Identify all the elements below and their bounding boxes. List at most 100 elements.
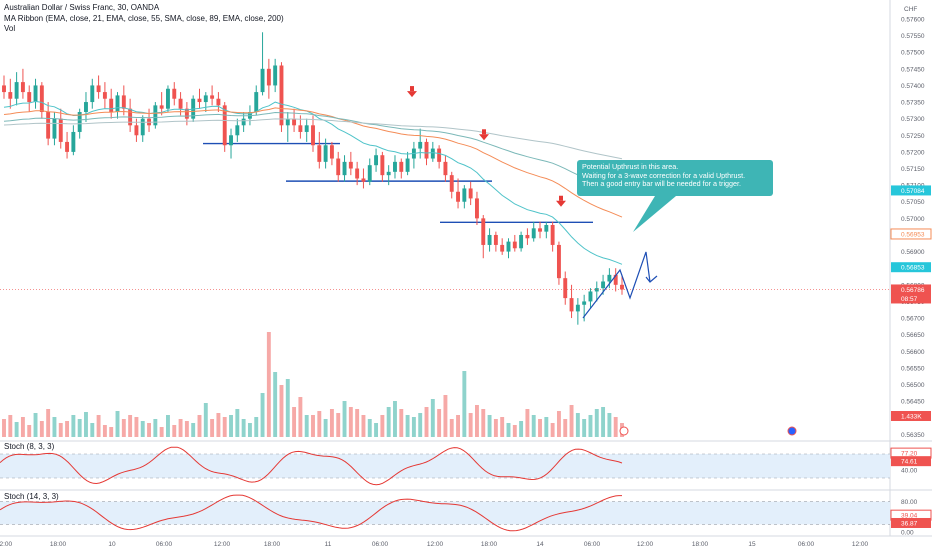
candle-body[interactable] xyxy=(342,161,347,176)
candle-body[interactable] xyxy=(235,125,240,136)
candle-body[interactable] xyxy=(594,288,599,292)
candle-body[interactable] xyxy=(109,98,114,113)
candle-body[interactable] xyxy=(27,92,32,103)
candle-body[interactable] xyxy=(430,148,435,159)
candle-body[interactable] xyxy=(367,165,372,182)
candle-body[interactable] xyxy=(374,155,379,166)
candle-body[interactable] xyxy=(361,178,366,182)
candle-body[interactable] xyxy=(613,274,618,285)
candle-body[interactable] xyxy=(33,85,38,103)
candle-body[interactable] xyxy=(512,241,517,249)
candle-body[interactable] xyxy=(588,291,593,302)
upthrust-annotation[interactable]: Potential Upthrust in this area. Waiting… xyxy=(577,160,773,196)
candle-body[interactable] xyxy=(323,145,328,162)
candle-body[interactable] xyxy=(519,234,524,249)
candle-body[interactable] xyxy=(203,95,208,103)
candle-body[interactable] xyxy=(531,228,536,239)
candle-body[interactable] xyxy=(102,92,107,99)
candle-body[interactable] xyxy=(556,244,561,279)
candle-body[interactable] xyxy=(71,131,76,152)
candle-body[interactable] xyxy=(260,68,265,93)
candle-body[interactable] xyxy=(65,141,70,152)
candle-body[interactable] xyxy=(348,161,353,169)
event-icon[interactable] xyxy=(787,426,797,436)
candle-body[interactable] xyxy=(601,281,606,289)
candle-body[interactable] xyxy=(298,125,303,132)
down-arrow-icon[interactable] xyxy=(407,91,417,98)
candle-body[interactable] xyxy=(77,112,82,132)
candle-body[interactable] xyxy=(569,298,574,312)
flash-icon[interactable] xyxy=(619,426,629,436)
candle-body[interactable] xyxy=(544,225,549,232)
candle-body[interactable] xyxy=(506,241,511,252)
candle-body[interactable] xyxy=(582,301,587,305)
candle-body[interactable] xyxy=(563,278,568,299)
candle-body[interactable] xyxy=(468,188,473,199)
candle-body[interactable] xyxy=(456,191,460,202)
candle-body[interactable] xyxy=(525,234,530,239)
down-arrow-icon[interactable] xyxy=(559,195,563,201)
candle-body[interactable] xyxy=(481,218,486,245)
down-arrow-icon[interactable] xyxy=(482,129,486,135)
candle-body[interactable] xyxy=(172,88,177,99)
candle-body[interactable] xyxy=(336,158,341,176)
candle-body[interactable] xyxy=(380,155,385,176)
candle-body[interactable] xyxy=(121,95,126,109)
candle-body[interactable] xyxy=(229,135,233,146)
candle-body[interactable] xyxy=(405,158,410,172)
candle-body[interactable] xyxy=(285,118,290,126)
candle-body[interactable] xyxy=(437,148,442,162)
candle-body[interactable] xyxy=(317,145,322,162)
candle-body[interactable] xyxy=(449,175,454,192)
down-arrow-icon[interactable] xyxy=(479,134,489,141)
candle-body[interactable] xyxy=(493,234,498,245)
candle-body[interactable] xyxy=(304,125,309,132)
candle-body[interactable] xyxy=(90,85,95,103)
projection-path[interactable] xyxy=(582,251,651,319)
candle-body[interactable] xyxy=(279,65,284,126)
candle-body[interactable] xyxy=(355,168,360,179)
candle-body[interactable] xyxy=(399,161,404,172)
candle-body[interactable] xyxy=(159,105,164,109)
candle-body[interactable] xyxy=(115,95,120,113)
candle-body[interactable] xyxy=(166,88,170,109)
candle-body[interactable] xyxy=(140,118,145,136)
candle-body[interactable] xyxy=(292,118,297,126)
candle-body[interactable] xyxy=(424,141,429,159)
candle-body[interactable] xyxy=(39,85,44,113)
candle-body[interactable] xyxy=(14,82,19,99)
candle-body[interactable] xyxy=(8,92,13,99)
candle-body[interactable] xyxy=(241,118,246,126)
candle-body[interactable] xyxy=(386,171,391,176)
candle-body[interactable] xyxy=(52,118,57,139)
candle-body[interactable] xyxy=(393,161,397,172)
candle-body[interactable] xyxy=(329,145,334,159)
candle-body[interactable] xyxy=(153,105,158,126)
down-arrow-icon[interactable] xyxy=(410,86,414,92)
candle-body[interactable] xyxy=(178,98,183,109)
candle-body[interactable] xyxy=(197,98,202,103)
candle-body[interactable] xyxy=(46,112,51,139)
candle-body[interactable] xyxy=(254,92,259,113)
candle-body[interactable] xyxy=(538,228,542,232)
candle-body[interactable] xyxy=(475,198,479,219)
candle-body[interactable] xyxy=(20,82,25,93)
candle-body[interactable] xyxy=(273,65,278,86)
candle-body[interactable] xyxy=(487,234,492,245)
candle-body[interactable] xyxy=(184,108,189,119)
candle-body[interactable] xyxy=(418,141,423,149)
down-arrow-icon[interactable] xyxy=(556,200,566,207)
candle-body[interactable] xyxy=(550,225,555,245)
candle-body[interactable] xyxy=(96,85,101,93)
candle-body[interactable] xyxy=(443,161,448,176)
candle-body[interactable] xyxy=(575,304,580,312)
candle-body[interactable] xyxy=(210,95,215,99)
candle-body[interactable] xyxy=(216,98,221,106)
candle-body[interactable] xyxy=(222,105,227,146)
candle-body[interactable] xyxy=(58,118,63,142)
candle-body[interactable] xyxy=(84,102,88,113)
candle-body[interactable] xyxy=(266,68,271,86)
candle-body[interactable] xyxy=(311,125,315,146)
candle-body[interactable] xyxy=(134,125,139,136)
